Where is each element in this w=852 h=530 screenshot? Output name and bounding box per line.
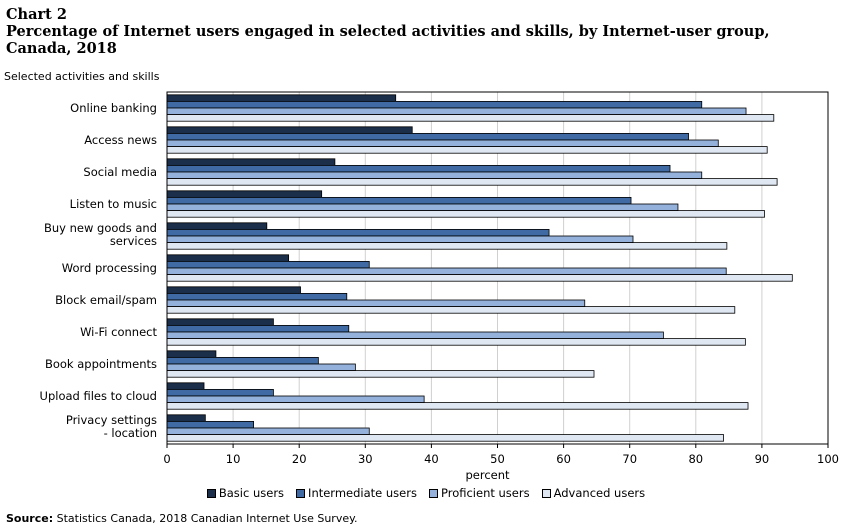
legend-item: Advanced users [541, 486, 646, 500]
source-note: Source: Statistics Canada, 2018 Canadian… [6, 512, 358, 525]
category-label: Word processing [62, 261, 157, 275]
bar [166, 338, 746, 346]
bar [166, 402, 749, 410]
bar [166, 267, 727, 275]
legend-swatch [541, 488, 551, 498]
bar [166, 210, 765, 218]
bar [166, 388, 274, 397]
legend-item: Proficient users [428, 486, 530, 500]
bar [166, 235, 634, 243]
legend-item: Basic users [206, 486, 285, 500]
x-tick-label: 70 [622, 452, 637, 466]
bar [166, 190, 323, 198]
bar [166, 107, 747, 115]
y-axis-title: Selected activities and skills [4, 70, 160, 83]
bar [166, 242, 728, 250]
bar [166, 203, 679, 211]
legend-swatch [428, 488, 438, 498]
x-tick-label: 20 [292, 452, 307, 466]
bar [166, 126, 413, 134]
category-label: Access news [84, 133, 157, 147]
category-label: Buy new goods and services [44, 221, 157, 248]
bar [166, 94, 397, 102]
legend-swatch [206, 488, 216, 498]
category-label: Upload files to cloud [40, 389, 157, 403]
bar [166, 324, 350, 333]
category-label: Social media [83, 165, 157, 179]
bar [166, 414, 206, 422]
legend-label: Proficient users [440, 486, 530, 500]
category-label: Privacy settings - location [66, 413, 157, 440]
x-tick-label: 30 [358, 452, 373, 466]
bar [166, 254, 290, 262]
legend-item: Intermediate users [296, 486, 417, 500]
x-tick-label: 0 [163, 452, 170, 466]
bar [166, 286, 301, 294]
bar [166, 132, 689, 141]
bar [166, 363, 356, 371]
legend-swatch [296, 488, 306, 498]
bar [166, 222, 268, 230]
bar [166, 146, 768, 154]
bar [166, 171, 703, 179]
category-label: Block email/spam [55, 293, 157, 307]
category-label: Online banking [70, 101, 157, 115]
bar [166, 350, 217, 358]
bar [166, 427, 370, 435]
legend-label: Basic users [218, 486, 285, 500]
bar [166, 260, 370, 269]
category-label: Wi-Fi connect [80, 325, 157, 339]
bar [166, 178, 778, 186]
bar [166, 228, 550, 237]
bar [166, 434, 724, 442]
bar [166, 382, 205, 390]
bar [166, 196, 632, 205]
x-tick-label: 10 [226, 452, 241, 466]
category-label: Book appointments [45, 357, 157, 371]
x-tick-label: 80 [688, 452, 703, 466]
bar [166, 292, 348, 301]
bar [166, 158, 336, 166]
bar [166, 420, 254, 429]
bar [166, 139, 719, 147]
x-tick-label: 40 [424, 452, 439, 466]
x-tick-label: 60 [556, 452, 571, 466]
bar [166, 331, 664, 339]
x-tick-label: 100 [817, 452, 839, 466]
source-label: Source: [6, 512, 54, 525]
bar [166, 101, 703, 109]
bar [166, 356, 319, 365]
legend: Basic users Intermediate users Proficient … [0, 486, 852, 500]
bar [166, 370, 595, 378]
source-text: Statistics Canada, 2018 Canadian Interne… [56, 512, 358, 525]
x-tick-label: 90 [755, 452, 770, 466]
x-axis-title: percent [465, 468, 510, 482]
legend-label: Intermediate users [308, 486, 417, 500]
bar [166, 306, 736, 314]
bar [166, 318, 274, 326]
bar [166, 114, 775, 122]
category-label: Listen to music [70, 197, 157, 211]
bar [166, 299, 586, 307]
x-tick-label: 50 [490, 452, 505, 466]
chart-title: Percentage of Internet users engaged in … [6, 23, 770, 57]
chart-label: Chart 2 [6, 6, 67, 23]
legend-label: Advanced users [553, 486, 646, 500]
bar [166, 274, 793, 282]
bar [166, 164, 671, 173]
bar [166, 395, 425, 403]
